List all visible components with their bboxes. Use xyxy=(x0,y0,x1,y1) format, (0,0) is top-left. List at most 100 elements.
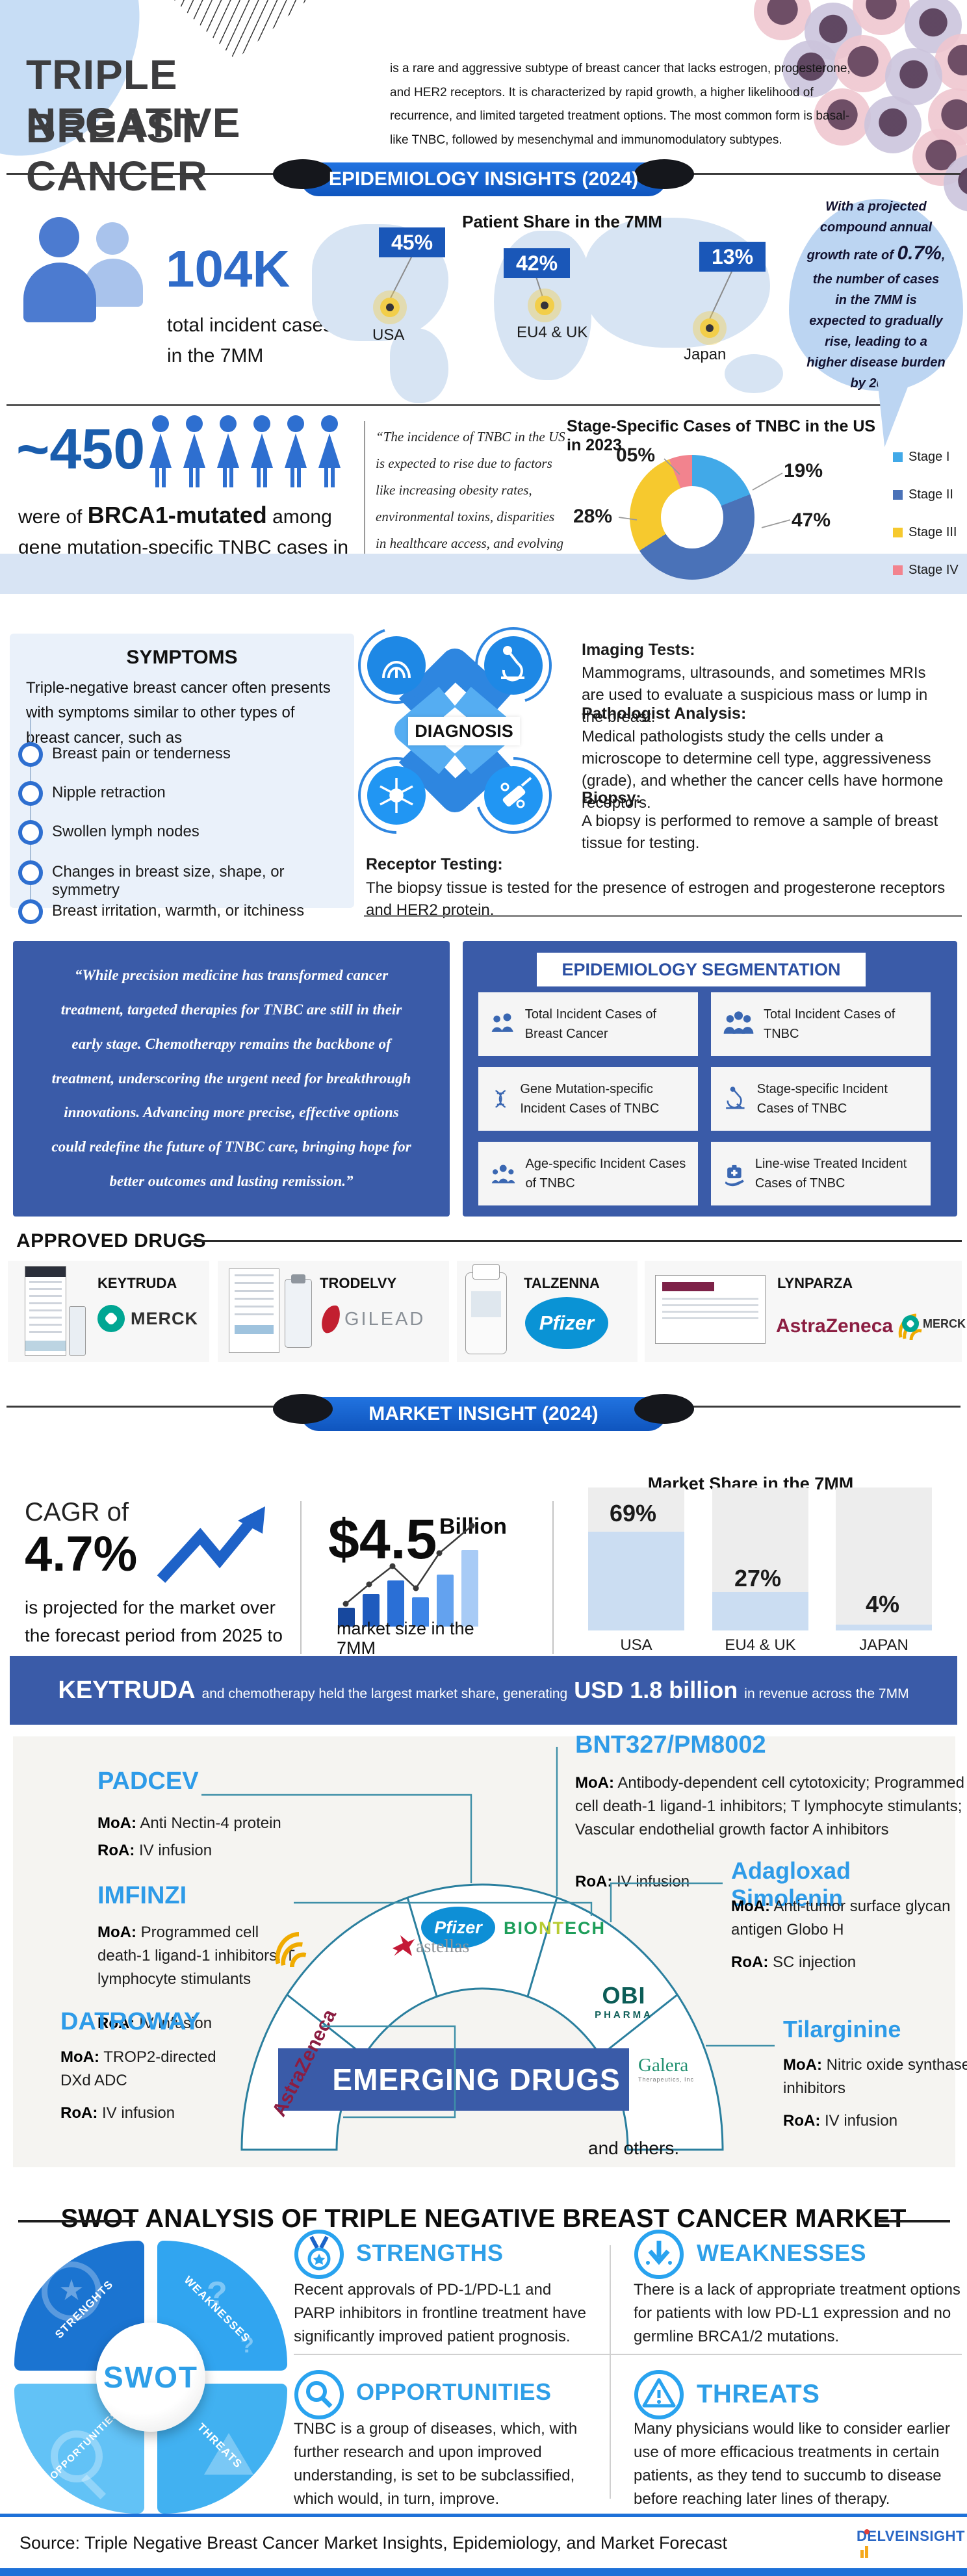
emerging-banner: EMERGING DRUGS xyxy=(278,2048,629,2111)
symptoms-title: SYMPTOMS xyxy=(126,647,238,668)
magnifier-icon xyxy=(51,2430,103,2482)
emerging-drug-moa: MoA: Programmed cell death-1 ligand-1 in… xyxy=(97,1924,295,1988)
symptoms-panel xyxy=(10,634,354,908)
symptom-item: Swollen lymph nodes xyxy=(52,823,200,840)
pfizer-logo: Pfizer xyxy=(525,1297,608,1349)
map-marker-usa xyxy=(380,298,400,317)
pathologist-title: Pathologist Analysis: xyxy=(582,704,747,723)
swot-title-rule-left xyxy=(18,2220,135,2222)
market-size-caption: market size in the 7MM xyxy=(337,1619,474,1658)
trodelvy-vial xyxy=(285,1274,312,1348)
segmentation-card-label: Gene Mutation-specific Incident Cases of… xyxy=(520,1082,660,1116)
epidemiology-banner: EPIDEMIOLOGY INSIGHTS (2024) xyxy=(273,159,694,196)
swot-center: SWOT xyxy=(96,2323,205,2432)
map-marker-eu xyxy=(535,296,554,315)
swot-title: SWOT ANALYSIS OF TRIPLE NEGATIVE BREAST … xyxy=(60,2204,907,2233)
swot-title-rule-right xyxy=(879,2220,950,2222)
logo-bar xyxy=(860,2550,864,2558)
segmentation-card: Gene Mutation-specific Incident Cases of… xyxy=(478,1067,698,1131)
segmentation-card: Line-wise Treated Incident Cases of TNBC xyxy=(711,1142,931,1205)
merck-icon xyxy=(902,1315,919,1332)
stage-label-ii: 47% xyxy=(792,509,831,531)
question-icon: ? xyxy=(207,2275,227,2313)
gilead-wordmark: GILEAD xyxy=(344,1308,426,1330)
share-usa-pct: 45% xyxy=(391,230,433,254)
merck-logo-small: MERCK xyxy=(902,1315,966,1332)
pfizer-wordmark: Pfizer xyxy=(434,1917,482,1937)
symptom-item: Breast pain or tenderness xyxy=(52,745,231,762)
emerging-drug-name: DATROWAY xyxy=(60,2008,201,2035)
delveinsight-wordmark: DELVEINSIGHT xyxy=(857,2528,965,2544)
symptoms-intro: Triple-negative breast cancer often pres… xyxy=(26,679,331,747)
stage-legend-label: Stage IV xyxy=(909,563,959,577)
share-japan-pct: 13% xyxy=(711,244,754,268)
obi-pharma-logo: OBI PHARMA xyxy=(586,1982,662,2020)
keytruda-name: KEYTRUDA xyxy=(97,1275,177,1291)
pfizer-wordmark: Pfizer xyxy=(539,1311,595,1334)
merck-wordmark: MERCK xyxy=(923,1317,966,1330)
brca-highlight: BRCA1-mutated xyxy=(87,502,267,528)
opportunities-title: OPPORTUNITIES xyxy=(356,2378,552,2405)
market-share-pct-usa: 69% xyxy=(610,1500,657,1526)
galera-sub: Therapeutics, Inc xyxy=(638,2076,695,2083)
people-icon xyxy=(491,1013,513,1032)
stage-legend-label: Stage III xyxy=(909,525,957,539)
imaging-title: Imaging Tests: xyxy=(582,641,695,659)
keytruda-note-amount: USD 1.8 billion xyxy=(574,1676,738,1703)
astrazeneca-icon xyxy=(275,1932,307,1968)
keytruda-note-drug: KEYTRUDA xyxy=(58,1676,196,1704)
approved-rule xyxy=(188,1240,962,1242)
biopsy-syringe-icon xyxy=(500,777,532,808)
lynparza-name: LYNPARZA xyxy=(777,1275,853,1291)
keytruda-note-post: in revenue across the 7MM xyxy=(744,1686,909,1701)
market-size-bars xyxy=(338,1550,494,1627)
market-vline-1 xyxy=(300,1501,302,1654)
biopsy-title: Biopsy: xyxy=(582,789,641,807)
growth-note-text: With a projected compound annual growth … xyxy=(806,200,946,391)
segmentation-card-label: Total Incident Cases of Breast Cancer xyxy=(524,1007,657,1041)
obi-sub: PHARMA xyxy=(595,2009,653,2020)
astellas-wordmark: astellas xyxy=(416,1937,470,1957)
weakness-arrow-icon xyxy=(634,2230,684,2279)
people-group-icon xyxy=(723,1011,754,1034)
market-share-label-usa: USA xyxy=(620,1636,652,1654)
emerging-drug-name: Tilarginine xyxy=(783,2016,901,2042)
market-size-unit: Billion xyxy=(439,1514,507,1539)
market-share-pct-japan: 4% xyxy=(866,1591,900,1617)
map-marker-japan xyxy=(700,318,719,338)
footer-source: Source: Triple Negative Breast Cancer Ma… xyxy=(19,2533,727,2553)
segmentation-card-label: Total Incident Cases of TNBC xyxy=(764,1007,896,1041)
emerging-drug-moa: MoA: TROP2-directed DXd ADC xyxy=(60,2048,216,2089)
market-banner-label: MARKET INSIGHT (2024) xyxy=(368,1403,599,1424)
warning-icon xyxy=(634,2370,684,2419)
receptor-body: The biopsy tissue is tested for the pres… xyxy=(366,879,946,920)
logo-dot xyxy=(864,2529,870,2534)
emerging-drug-name: Adagloxad Simolenin xyxy=(731,1857,851,1911)
stage-legend-label: Stage I xyxy=(909,450,950,464)
galera-wordmark: Galera xyxy=(638,2055,689,2076)
segmentation-title: EPIDEMIOLOGY SEGMENTATION xyxy=(537,953,866,986)
segmentation-card: Total Incident Cases of Breast Cancer xyxy=(478,992,698,1056)
market-share-track-japan xyxy=(836,1488,932,1630)
medal-icon xyxy=(294,2230,344,2279)
merck-logo: MERCK xyxy=(97,1305,198,1332)
brca-value: ~450 xyxy=(16,417,146,481)
market-share-fill xyxy=(712,1591,808,1630)
emerging-drug-moa: MoA: Antibody-dependent cell cytotoxicit… xyxy=(575,1774,964,1838)
stage-label-iii: 28% xyxy=(573,506,613,527)
stage-legend-swatch xyxy=(893,528,903,537)
keytruda-note-line: KEYTRUDA and chemotherapy held the large… xyxy=(58,1677,909,1705)
market-share-fill xyxy=(836,1625,932,1630)
symptom-bullet xyxy=(18,742,43,767)
diagnosis-label: DIAGNOSIS xyxy=(408,717,520,745)
opportunities-body: TNBC is a group of diseases, which, with… xyxy=(294,2420,578,2508)
precision-quote-panel: “While precision medicine has transforme… xyxy=(13,941,450,1217)
incident-value: 104K xyxy=(166,240,290,298)
symptoms-timeline xyxy=(30,716,31,910)
logo-bar xyxy=(865,2546,868,2558)
gilead-logo: GILEAD xyxy=(320,1304,426,1335)
emerging-drug-roa: RoA: IV infusion xyxy=(97,2015,213,2032)
share-badge-japan: 13% xyxy=(699,242,766,272)
merck-icon xyxy=(97,1305,125,1332)
pathologist-body: Medical pathologists study the cells und… xyxy=(582,728,944,812)
